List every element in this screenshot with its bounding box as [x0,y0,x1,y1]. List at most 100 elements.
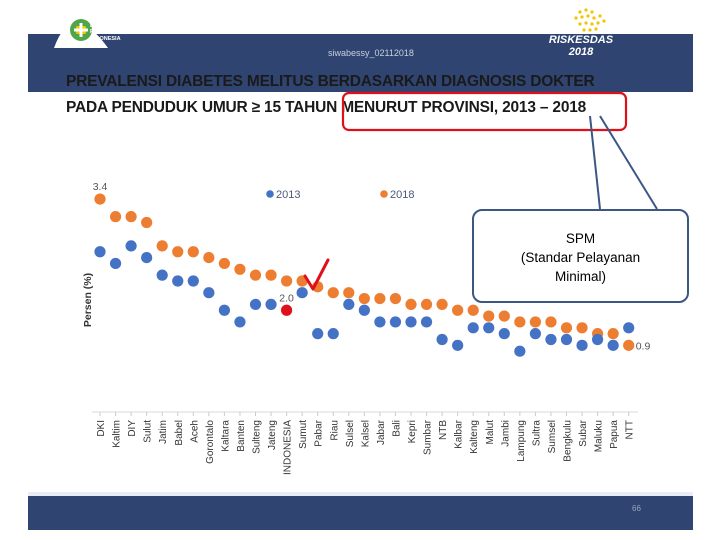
point-2013 [560,333,573,346]
point-2018 [420,298,433,310]
x-tick-label: Jambi [500,420,511,447]
point-2013 [514,345,526,357]
point-2018 [343,287,355,299]
point-2018 [467,304,479,316]
x-tick-label: DKI [96,420,107,437]
x-tick-label: Malut [485,420,496,445]
point-2013 [234,316,246,328]
point-2013 [218,304,230,316]
x-tick-label: NTB [438,420,449,440]
point-2018 [389,292,402,305]
x-axis-labels: DKI Kaltim DIY Sulut Jatim Babel Aceh Gorontalo… [96,419,636,475]
watermark: siwabessy_02112018 [328,48,414,58]
point-2013 [187,275,199,287]
x-tick-label: INDONESIA [283,420,294,475]
legend-marker-2013 [266,190,274,198]
callout-line-3: Minimal) [554,269,606,284]
point-2013 [607,339,619,351]
spm-callout: SPM (Standar Pelayanan Minimal) [472,209,689,303]
x-tick-label: Bali [391,420,402,437]
data-labels: 3.4 2.0 0.9 [93,181,651,352]
data-label: 3.4 [93,181,108,193]
header-band [28,34,693,92]
x-tick-label: Sulteng [252,420,263,454]
x-tick-label: Aceh [189,420,200,443]
x-tick-label: Papua [609,420,620,449]
highlight-box [341,91,628,132]
x-tick-label: Banten [236,420,247,452]
x-tick-label: Jabar [376,419,387,445]
point-2018 [498,310,510,322]
x-tick-label: Jatim [158,420,169,444]
x-tick-label: DIY [127,420,138,437]
x-tick-label: Babel [174,420,185,446]
x-tick-label: Sumut [298,420,309,449]
x-tick-label: Kalsel [360,420,371,447]
point-2018 [327,287,339,299]
point-2018 [249,269,262,281]
point-2013 [623,322,635,334]
x-tick-label: Maluku [594,420,605,452]
x-tick-label: Kalteng [469,420,480,454]
point-2013 [203,287,215,299]
point-2013 [592,333,604,346]
point-2013 [312,328,324,340]
title-line-1: PREVALENSI DIABETES MELITUS BERDASARKAN … [66,69,626,95]
x-tick-label: Sumbar [423,419,434,455]
title-line-1-highlight: BERDASARKAN DIAGNOSIS DOKTER [317,73,595,90]
x-tick-label: Pabar [314,419,325,446]
point-2018 [94,193,106,205]
callout-line-2: (Standar Pelayanan [520,250,641,265]
point-2013-indonesia [281,304,293,316]
legend: 2013 2018 [266,189,414,201]
riskesdas-logo-text: RISKESDAS 2018 [548,34,614,58]
point-2013 [109,257,122,270]
point-2018 [576,322,588,334]
x-tick-label: Bengkulu [563,420,574,462]
x-tick-label: NTT [625,420,636,439]
point-2018 [436,298,448,310]
point-2018 [141,216,153,229]
point-2013 [94,246,106,258]
point-2013 [374,316,386,328]
footer-band [28,496,693,530]
point-2018 [452,304,464,316]
callout-pointer-left [589,115,601,210]
legend-marker-2018 [380,190,388,198]
riskesdas-logo [574,8,606,32]
point-2013 [498,328,510,340]
point-2018 [265,269,277,281]
point-2013 [327,328,339,340]
point-2018 [218,257,230,270]
point-2013 [420,316,433,328]
point-2013 [405,316,417,328]
point-2013 [265,298,277,310]
point-2013 [249,298,262,310]
chart-title: PREVALENSI DIABETES MELITUS BERDASARKAN … [66,69,626,121]
point-2018 [125,211,137,223]
point-2018 [109,211,122,223]
point-2018 [405,298,417,310]
ministry-logo-text: KEMENTERIAN KESEHATAN REPUBLIK INDONESIA [90,16,131,42]
point-2013 [545,333,557,346]
callout-line-1: SPM [565,231,596,246]
point-2013 [576,339,588,351]
series-2018-points [94,193,635,351]
page-number: 66 [632,504,641,513]
point-2013 [389,316,402,328]
point-2013 [125,240,137,252]
point-2013 [141,252,153,264]
data-label: 2.0 [279,292,294,304]
point-2013 [452,339,464,351]
x-tick-label: Kaltara [220,420,231,452]
x-tick-label: Kalbar [454,419,465,449]
series-2013-points [94,240,635,357]
point-2013 [358,304,370,316]
point-2013 [296,287,308,299]
point-2013 [483,322,495,334]
point-2018 [358,292,370,305]
point-2018 [545,316,557,328]
x-tick-label: Subar [578,419,589,446]
legend-label-2018: 2018 [390,189,414,201]
